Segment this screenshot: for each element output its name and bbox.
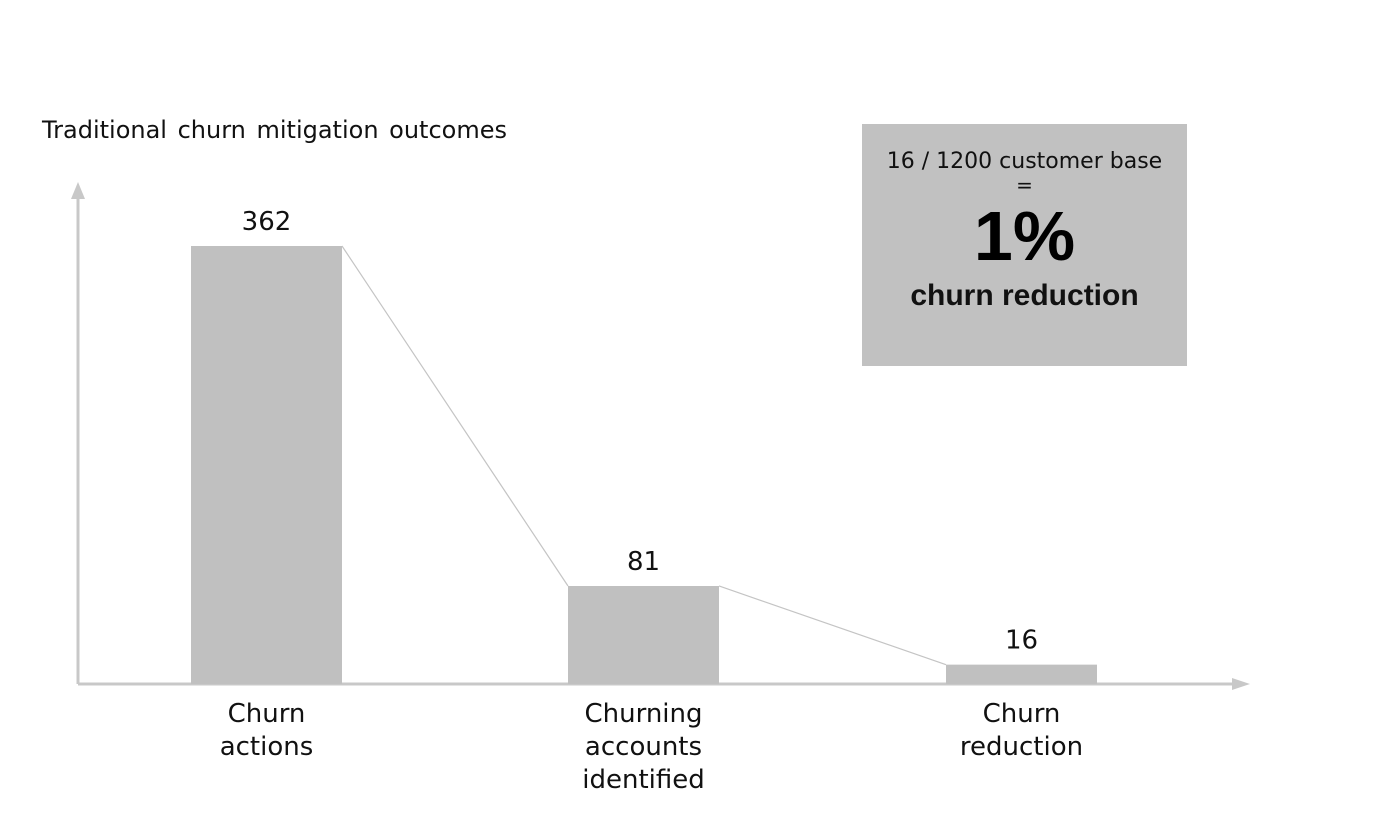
bar bbox=[191, 246, 342, 684]
bar-value-label: 16 bbox=[1005, 626, 1038, 656]
callout-subtitle: churn reduction bbox=[910, 279, 1139, 312]
x-axis-arrowhead bbox=[1232, 678, 1250, 690]
bars-group bbox=[191, 246, 1097, 684]
category-label: Churning accounts identified bbox=[582, 699, 705, 795]
bar-value-label: 362 bbox=[242, 207, 292, 237]
bar-value-label: 81 bbox=[627, 547, 660, 577]
connector-line bbox=[718, 585, 947, 666]
connector-lines bbox=[341, 245, 947, 666]
category-label: Churn reduction bbox=[960, 699, 1083, 762]
callout-percentage: 1% bbox=[973, 197, 1076, 275]
connector-line bbox=[341, 245, 569, 587]
callout-formula: 16 / 1200 customer base bbox=[886, 149, 1163, 174]
bar bbox=[946, 664, 1097, 684]
churn-reduction-callout: 16 / 1200 customer base = 1% churn reduc… bbox=[862, 124, 1187, 366]
value-labels-group: 362 81 16 bbox=[242, 207, 1038, 656]
chart-title: Traditional churn mitigation outcomes bbox=[41, 116, 507, 144]
callout-equals-sign: = bbox=[1016, 173, 1033, 197]
category-labels-group: Churn actions Churning accounts identified Ch… bbox=[220, 699, 1083, 795]
y-axis-arrowhead bbox=[71, 182, 85, 199]
category-label: Churn actions bbox=[220, 699, 314, 762]
bar bbox=[568, 585, 719, 684]
